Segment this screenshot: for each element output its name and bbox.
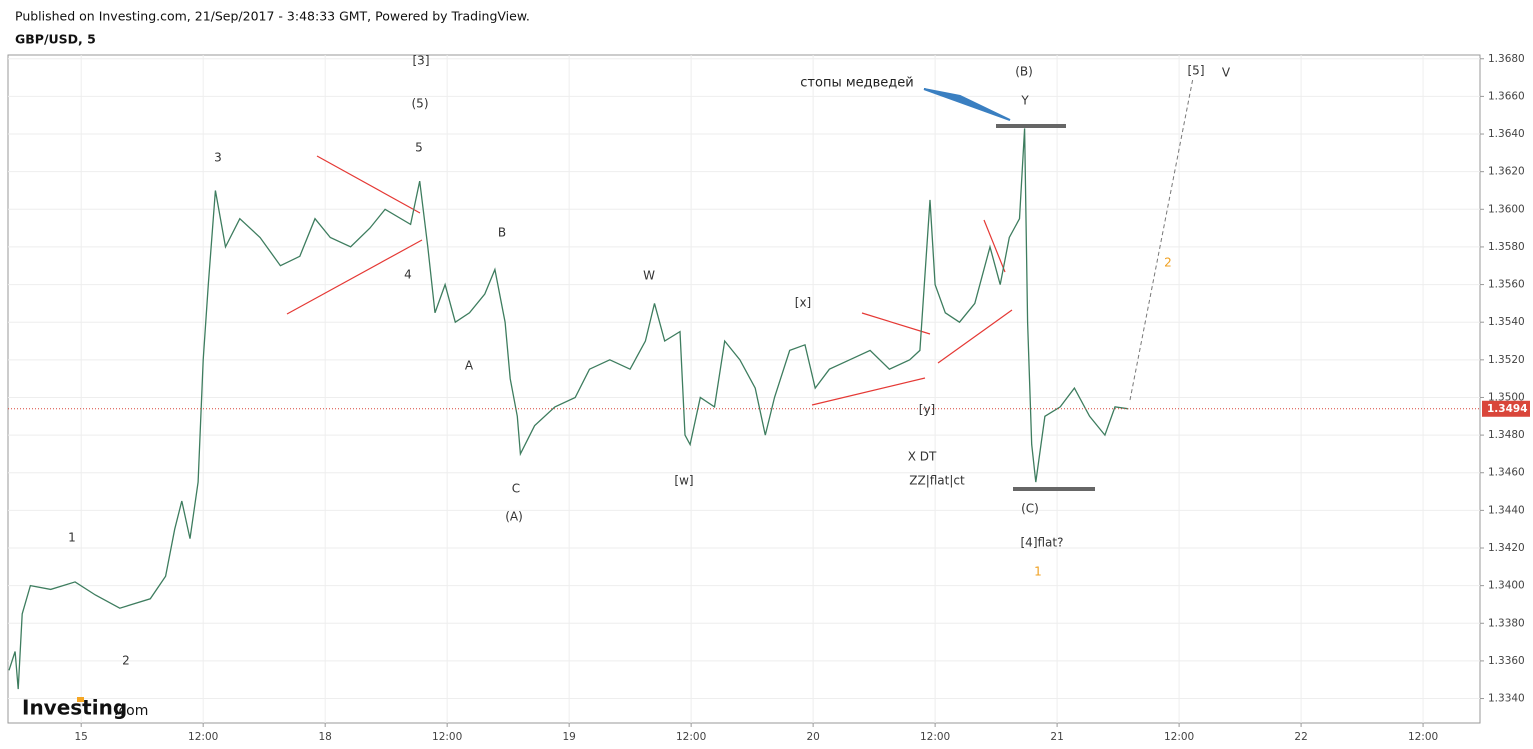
y-tick-label: 1.3520: [1488, 354, 1525, 366]
drawings: [286, 155, 1013, 406]
plot: [8, 128, 1129, 690]
wave-label: C: [512, 482, 520, 496]
wave-label: 3: [214, 151, 222, 165]
wave-label: B: [498, 226, 506, 240]
x-tick-label: 12:00: [432, 731, 462, 743]
y-tick-label: 1.3420: [1488, 542, 1525, 554]
y-tick-label: 1.3560: [1488, 279, 1525, 291]
y-tick-label: 1.3600: [1488, 203, 1525, 215]
x-tick-label: 15: [75, 731, 88, 743]
x-tick-label: 18: [318, 731, 331, 743]
wave-label: (5): [412, 97, 429, 111]
logo-mark: [77, 697, 84, 702]
wave-label: (B): [1015, 65, 1033, 79]
wave-label: 1: [68, 531, 76, 545]
y-tick-label: 1.3660: [1488, 90, 1525, 102]
trend-line: [316, 155, 421, 214]
wave-label: 2: [1164, 256, 1172, 270]
y-tick-label: 1.3540: [1488, 316, 1525, 328]
grid: [8, 55, 1480, 723]
y-tick-label: 1.3360: [1488, 655, 1525, 667]
y-tick-label: 1.3340: [1488, 693, 1525, 705]
published-line: Published on Investing.com, 21/Sep/2017 …: [15, 9, 530, 24]
wave-label: 2: [122, 654, 130, 668]
logo-suffix: .com: [114, 703, 148, 719]
wave-label: X DT: [908, 450, 937, 464]
x-tick-label: 20: [806, 731, 819, 743]
wave-label: [3]: [413, 54, 430, 68]
trend-line: [983, 219, 1006, 273]
arrow: [923, 88, 1011, 121]
wave-label: A: [465, 359, 474, 373]
last-price-label: 1.3494: [1487, 403, 1528, 415]
wave-label: ZZ|flat|ct: [909, 474, 965, 488]
wave-label: стопы медведей: [800, 76, 913, 91]
x-tick-label: 12:00: [676, 731, 706, 743]
wave-label: [4]flat?: [1021, 536, 1064, 550]
trend-line: [811, 377, 926, 406]
wave-label: 5: [415, 141, 423, 155]
x-tick-label: 12:00: [920, 731, 950, 743]
wave-label: [5]: [1188, 64, 1205, 78]
x-tick-label: 12:00: [1164, 731, 1194, 743]
wave-label: 1: [1034, 565, 1042, 579]
y-tick-label: 1.3640: [1488, 128, 1525, 140]
wave-label: 4: [404, 268, 412, 282]
y-tick-label: 1.3480: [1488, 429, 1525, 441]
projection-line: [1129, 77, 1194, 401]
plot-frame: [7, 54, 1481, 724]
y-tick-label: 1.3380: [1488, 617, 1525, 629]
trend-line: [861, 312, 931, 335]
trend-line: [937, 309, 1013, 364]
x-tick-label: 22: [1294, 731, 1307, 743]
x-tick-label: 21: [1050, 731, 1063, 743]
x-tick-label: 12:00: [1408, 731, 1438, 743]
price-line: [8, 128, 1129, 690]
x-tick-label: 19: [562, 731, 575, 743]
trend-line: [286, 239, 423, 315]
logo: Investing: [22, 696, 127, 720]
wave-label: V: [1222, 66, 1231, 80]
wave-label: W: [643, 269, 655, 283]
y-tick-label: 1.3500: [1488, 391, 1525, 403]
wave-label: Y: [1020, 94, 1029, 108]
y-tick-label: 1.3580: [1488, 241, 1525, 253]
symbol: GBP/USD, 5: [15, 32, 96, 47]
y-tick-label: 1.3620: [1488, 166, 1525, 178]
y-tick-label: 1.3680: [1488, 53, 1525, 65]
wave-label: (C): [1021, 502, 1039, 516]
last-price-box: [1482, 400, 1530, 417]
wave-label: [y]: [919, 403, 935, 417]
wave-label: [x]: [795, 296, 811, 310]
wave-label: [w]: [674, 474, 693, 488]
y-tick-label: 1.3440: [1488, 504, 1525, 516]
wave-label: (A): [505, 510, 523, 524]
y-tick-label: 1.3400: [1488, 580, 1525, 592]
y-tick-label: 1.3460: [1488, 467, 1525, 479]
x-tick-label: 12:00: [188, 731, 218, 743]
